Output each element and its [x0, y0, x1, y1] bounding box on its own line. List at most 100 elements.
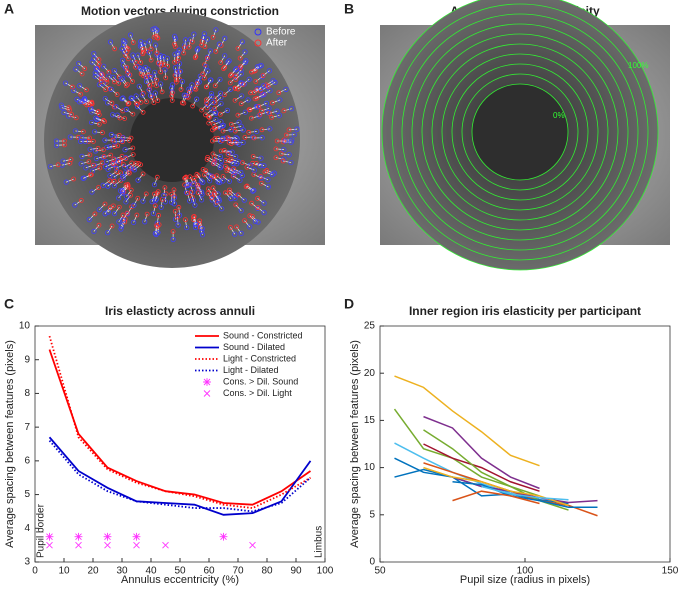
- series-line: [423, 415, 540, 490]
- point-before: [242, 49, 248, 55]
- motion-vector: [74, 200, 82, 206]
- motion-vector: [261, 128, 270, 131]
- point-after: [209, 195, 215, 201]
- point-before: [269, 172, 276, 178]
- motion-vector: [107, 225, 113, 233]
- point-before: [123, 199, 129, 205]
- point-after: [143, 191, 149, 197]
- point-after: [235, 112, 241, 118]
- panel-letter: B: [344, 1, 354, 17]
- point-after: [273, 155, 279, 161]
- point-after: [111, 156, 117, 162]
- x-tick-label: 40: [145, 566, 157, 577]
- point-after: [195, 190, 201, 196]
- point-before: [219, 206, 225, 212]
- annulus-ring: [411, 23, 629, 241]
- motion-vector: [131, 59, 136, 68]
- point-before: [172, 51, 178, 57]
- motion-vector: [124, 147, 133, 151]
- motion-vector: [237, 83, 245, 90]
- motion-vector: [223, 129, 232, 132]
- point-before: [120, 175, 126, 181]
- motion-vector: [122, 172, 130, 179]
- point-before: [217, 90, 224, 96]
- point-after: [204, 55, 210, 61]
- point-after: [133, 160, 139, 166]
- point-after: [192, 55, 198, 61]
- motion-vector: [125, 167, 133, 174]
- point-after: [210, 34, 216, 40]
- motion-vector: [253, 156, 262, 159]
- point-after: [172, 44, 178, 49]
- point-before: [53, 142, 60, 148]
- point-after: [221, 66, 226, 72]
- motion-vector: [230, 158, 239, 163]
- point-after: [162, 185, 168, 190]
- motion-vector: [103, 82, 110, 89]
- point-before: [101, 63, 107, 69]
- point-before: [274, 108, 280, 114]
- motion-vector: [238, 194, 245, 201]
- point-before: [77, 83, 83, 89]
- point-after: [102, 119, 107, 124]
- point-after: [257, 112, 263, 117]
- point-before: [83, 165, 89, 171]
- point-after: [258, 180, 264, 186]
- motion-vector: [190, 192, 194, 201]
- point-before: [77, 138, 84, 144]
- point-before: [89, 189, 95, 195]
- point-before: [147, 92, 154, 99]
- motion-vector: [79, 85, 87, 91]
- point-after: [179, 100, 185, 106]
- legend-label: Before: [266, 27, 296, 38]
- point-before: [78, 161, 84, 167]
- point-after: [152, 191, 157, 197]
- motion-vector: [113, 172, 121, 178]
- motion-vector: [81, 154, 90, 157]
- annotation: Limbus: [314, 526, 325, 558]
- point-after: [283, 132, 289, 138]
- point-after: [101, 118, 106, 123]
- motion-vector: [144, 214, 148, 222]
- point-after: [144, 211, 150, 217]
- annulus-ring: [451, 63, 589, 201]
- point-after: [228, 121, 234, 127]
- point-after: [223, 190, 228, 196]
- point-before: [123, 106, 129, 113]
- point-after: [192, 86, 197, 92]
- motion-vector: [159, 63, 162, 72]
- point-after: [140, 171, 146, 177]
- legend-label: Sound - Dilated: [223, 342, 285, 352]
- point-after: [95, 145, 101, 151]
- motion-vector: [103, 65, 110, 73]
- point-after: [218, 111, 223, 117]
- point-after: [226, 140, 232, 145]
- motion-vector: [130, 34, 134, 43]
- point-after: [286, 127, 292, 133]
- point-before: [120, 42, 127, 48]
- point-before: [113, 165, 120, 171]
- motion-vector: [114, 207, 120, 214]
- point-after: [116, 204, 122, 210]
- motion-vector: [91, 111, 100, 116]
- y-tick-label: 25: [364, 321, 376, 332]
- panel-letter: A: [4, 1, 14, 17]
- annulus-label: 0%: [553, 111, 565, 120]
- motion-vector: [68, 115, 77, 119]
- point-before: [220, 178, 226, 184]
- point-after: [96, 121, 102, 127]
- point-before: [242, 109, 248, 115]
- point-before: [107, 39, 114, 45]
- point-after: [91, 139, 96, 144]
- y-tick-label: 10: [19, 321, 31, 332]
- motion-vector: [205, 170, 212, 177]
- cross-marker: [104, 541, 111, 549]
- point-before: [59, 105, 65, 111]
- point-after: [78, 91, 84, 97]
- point-before: [110, 112, 116, 118]
- y-tick-label: 6: [24, 455, 30, 466]
- motion-vector: [252, 162, 261, 166]
- point-after: [249, 200, 255, 206]
- motion-vector: [220, 55, 226, 63]
- motion-vector: [91, 61, 98, 68]
